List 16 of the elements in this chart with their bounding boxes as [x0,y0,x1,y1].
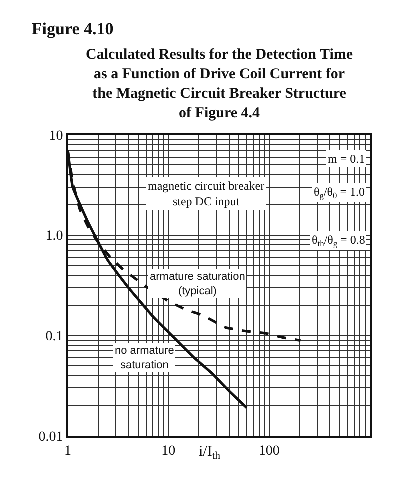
series-label: armature saturation (typical) [150,271,246,298]
annotation: magnetic circuit breaker step DC input [148,179,265,209]
x-tick-label: 100 [258,444,280,459]
y-tick-label: 0.1 [46,330,64,345]
annotation: θ$_{g}$/θ$_{0}$ = 1.0 [314,185,365,201]
chart-subtitle: Calculated Results for the Detection Time as a Function of Drive Coil Current for the Magnetic Circuit Breaker Structure of Figure 4.4 [86,47,354,122]
annotation: m = 0.1 [328,152,366,166]
x-tick-label: 1 [64,444,72,459]
x-axis-title: i/I$_{th}$ [199,444,222,462]
y-tick-label: 10 [49,128,64,144]
x-tick-label: 10 [162,444,176,459]
chart-title: Figure 4.10 [32,19,114,38]
series-label: no armature saturation [115,345,174,372]
y-tick-label: 0.01 [38,430,64,445]
annotation: θ$_{th}$/θ$_{g}$ = 0.8 [312,233,366,249]
y-tick-label: 1.0 [46,229,64,244]
